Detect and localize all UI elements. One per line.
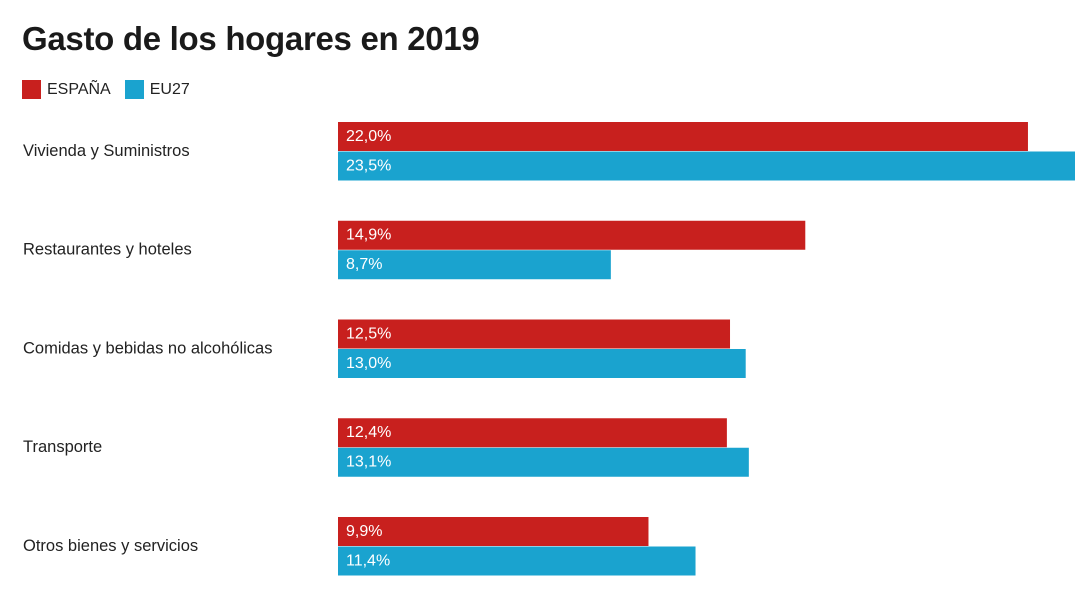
data-label-eu27-restaurantes-y-hoteles: 8,7% [346,256,382,273]
bar-eu27-vivienda-y-suministros [338,151,1075,181]
data-label-espana-otros-bienes-y-servicios: 9,9% [346,523,382,540]
bar-eu27-restaurantes-y-hoteles [338,250,611,280]
legend-label-eu27: EU27 [149,80,190,98]
legend-swatch-espana [22,80,41,99]
data-label-eu27-comidas-y-bebidas-no-alcoholicas: 13,0% [346,355,391,372]
data-label-espana-transporte: 12,4% [346,424,391,441]
bar-eu27-otros-bienes-y-servicios [338,546,696,576]
category-label-otros-bienes-y-servicios: Otros bienes y servicios [23,537,198,555]
bar-espana-restaurantes-y-hoteles [338,220,806,250]
data-label-espana-comidas-y-bebidas-no-alcoholicas: 12,5% [346,325,391,342]
legend-label-espana: ESPAÑA [47,80,111,98]
bar-eu27-transporte [338,447,749,477]
bar-eu27-comidas-y-bebidas-no-alcoholicas [338,349,746,378]
data-label-espana-restaurantes-y-hoteles: 14,9% [346,227,391,244]
category-label-comidas-y-bebidas-no-alcoholicas: Comidas y bebidas no alcohólicas [23,339,272,357]
data-label-eu27-otros-bienes-y-servicios: 11,4% [346,552,390,569]
category-label-restaurantes-y-hoteles: Restaurantes y hoteles [23,241,192,259]
legend-swatch-eu27 [124,80,144,99]
legend-item-espana: ESPAÑA [22,80,111,99]
bar-espana-transporte [338,418,727,448]
bar-espana-vivienda-y-suministros [338,122,1028,151]
bar-espana-otros-bienes-y-servicios [338,517,649,546]
legend: ESPAÑA EU27 [22,80,204,99]
data-label-eu27-vivienda-y-suministros: 23,5% [346,157,391,174]
legend-item-eu27: EU27 [124,80,190,99]
category-label-transporte: Transporte [23,438,102,456]
chart-title: Gasto de los hogares en 2019 [22,20,480,57]
category-label-vivienda-y-suministros: Vivienda y Suministros [23,142,190,160]
data-label-eu27-transporte: 13,1% [346,454,391,471]
bar-espana-comidas-y-bebidas-no-alcoholicas [338,319,731,349]
data-label-espana-vivienda-y-suministros: 22,0% [346,128,391,145]
